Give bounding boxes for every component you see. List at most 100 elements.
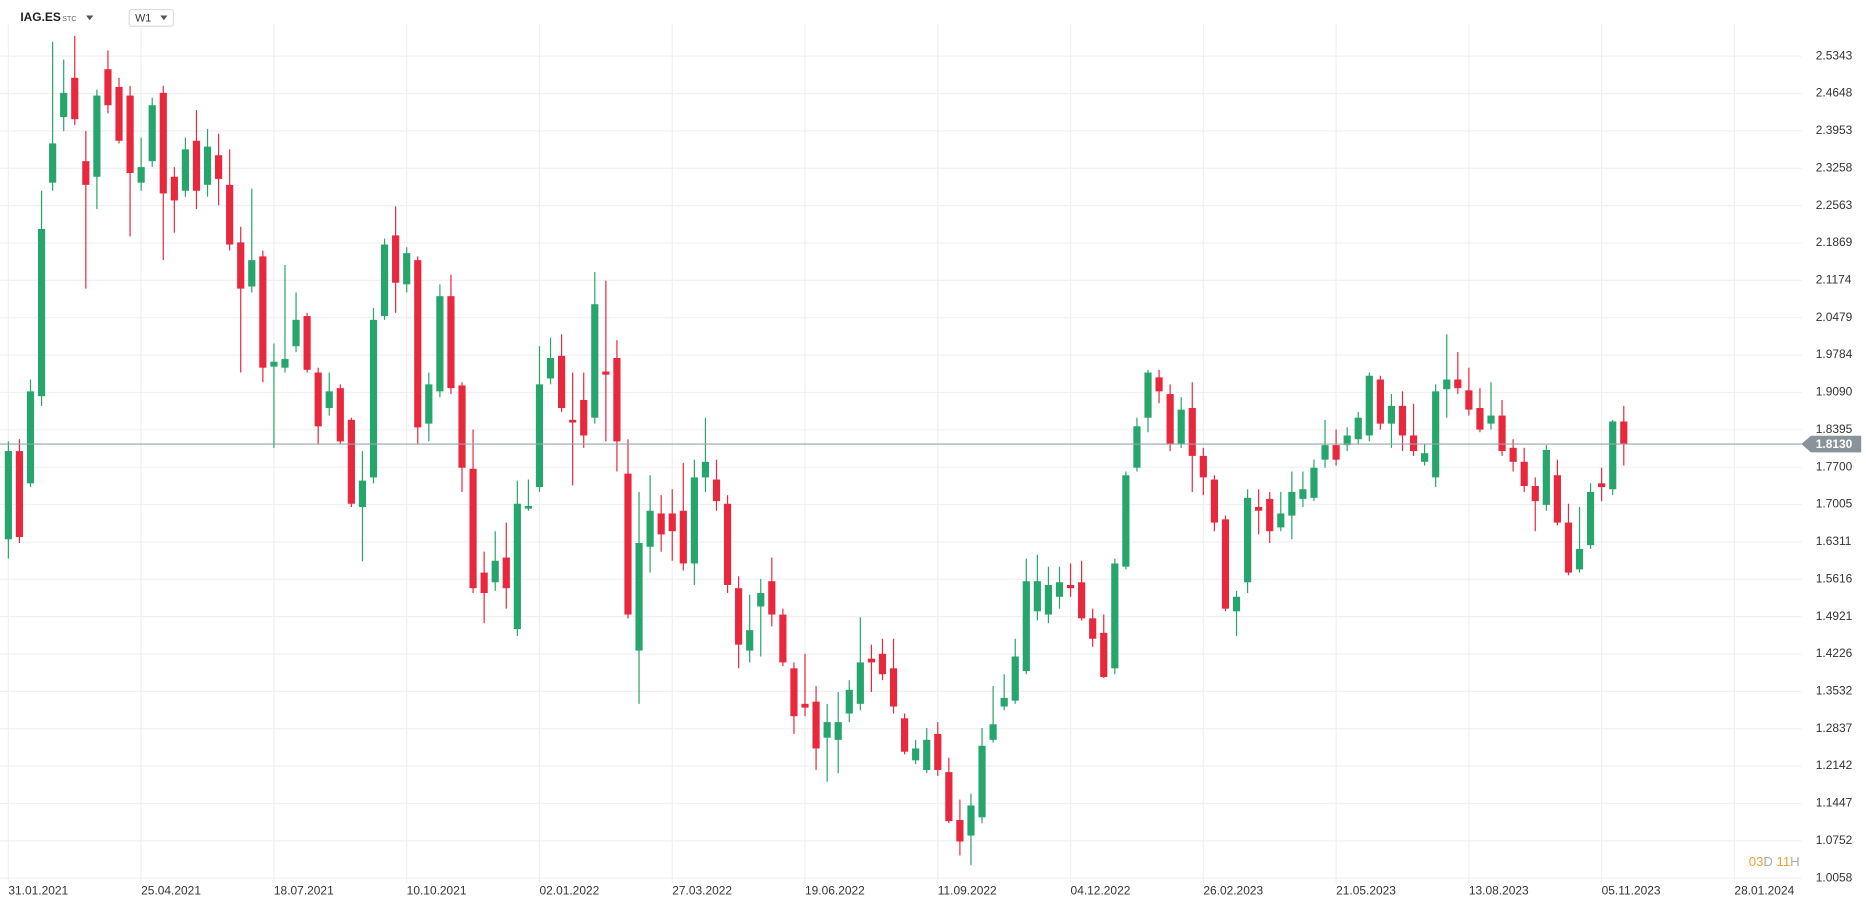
candle-body	[181, 149, 189, 191]
x-tick-label: 31.01.2021	[8, 884, 68, 898]
candle-body	[1244, 497, 1252, 583]
candle-body	[546, 358, 555, 379]
candle-body	[292, 319, 300, 347]
candle-body	[1089, 618, 1097, 639]
candle-body	[436, 296, 444, 392]
candle-body	[159, 92, 167, 194]
y-tick-label: 1.3532	[1816, 684, 1853, 698]
candle-body	[1188, 408, 1196, 456]
candle-body	[657, 513, 665, 535]
y-tick-label: 1.6311	[1816, 534, 1852, 548]
candle-body	[1343, 435, 1351, 446]
candle-body	[580, 399, 588, 436]
candle-body	[945, 772, 953, 822]
candle-body	[535, 384, 544, 488]
x-tick-label: 11.09.2022	[938, 884, 997, 898]
candle-body	[336, 388, 344, 442]
candle-body	[380, 244, 389, 317]
candle-body	[1155, 377, 1163, 392]
candle-body	[591, 304, 599, 418]
candle-body	[369, 319, 378, 478]
x-tick-label: 28.01.2024	[1734, 884, 1794, 898]
candle-body	[1310, 467, 1318, 498]
x-tick-label: 13.08.2023	[1469, 884, 1529, 898]
candle-body	[701, 461, 710, 478]
candle-body	[989, 724, 997, 740]
y-tick-label: 1.2142	[1816, 758, 1853, 772]
candle-body	[1586, 491, 1595, 546]
candle-body	[480, 572, 488, 594]
interval-selector[interactable]	[128, 8, 175, 27]
candle-body	[613, 358, 621, 442]
candle-body	[1199, 455, 1207, 478]
y-tick-label: 2.4648	[1816, 86, 1853, 100]
candle-body	[1299, 489, 1307, 499]
candle-body	[192, 140, 201, 191]
y-tick-label: 1.4921	[1816, 609, 1853, 623]
candle-body	[1476, 408, 1484, 430]
candle-body	[635, 543, 643, 651]
candle-body	[148, 105, 156, 162]
candle-body	[1421, 453, 1429, 462]
candle-body	[259, 256, 267, 368]
candle-body	[1365, 375, 1373, 436]
candle-body	[934, 733, 942, 770]
candle-body	[1255, 506, 1263, 511]
candle-body	[1564, 522, 1573, 573]
candle-body	[679, 510, 687, 564]
candle-body	[237, 242, 245, 289]
candle-body	[1111, 563, 1119, 669]
candle-body	[923, 739, 931, 770]
candle-body	[768, 581, 776, 615]
candle-body	[558, 355, 566, 409]
candle-body	[845, 689, 853, 714]
candle-body	[392, 235, 400, 283]
candle-body	[889, 668, 898, 707]
candle-body	[569, 419, 577, 423]
candle-body	[1288, 491, 1296, 516]
candle-body	[170, 176, 178, 201]
candle-body	[314, 372, 322, 427]
candle-body	[502, 557, 510, 589]
candles	[4, 35, 1628, 866]
symbol-dropdown[interactable]	[86, 15, 94, 21]
candle-body	[1033, 581, 1041, 612]
candle-body	[458, 385, 466, 468]
x-tick-label: 10.10.2021	[407, 884, 467, 898]
candle-body	[723, 503, 732, 585]
candle-body	[26, 391, 35, 484]
candle-body	[82, 161, 90, 185]
candle-body	[956, 819, 964, 842]
candle-body	[1387, 405, 1396, 424]
current-price-label: 1.8130	[1816, 437, 1853, 451]
y-tick-label: 1.2837	[1816, 721, 1853, 735]
candle-body	[270, 361, 278, 367]
y-tick-label: 2.3953	[1816, 123, 1853, 137]
candle-body	[1122, 475, 1130, 567]
candle-body	[1609, 421, 1617, 490]
candle-body	[425, 384, 433, 424]
candle-body	[757, 593, 765, 607]
candle-body	[1044, 584, 1053, 615]
candle-body	[1078, 582, 1086, 619]
candle-body	[60, 92, 68, 118]
candle-body	[1531, 486, 1539, 502]
y-tick-label: 2.2563	[1816, 198, 1853, 212]
candle-body	[325, 391, 333, 409]
candle-body	[646, 510, 654, 547]
candle-body	[1509, 447, 1517, 462]
candle-body	[1553, 475, 1561, 523]
candle-body	[967, 805, 975, 836]
candle-body	[867, 658, 875, 663]
candle-body	[1221, 519, 1230, 609]
x-tick-label: 26.02.2023	[1203, 884, 1263, 898]
candle-body	[978, 745, 986, 818]
candle-body	[1266, 498, 1274, 532]
candle-body	[126, 95, 134, 174]
candle-body	[1332, 445, 1340, 460]
candle-body	[1210, 479, 1218, 523]
candle-body	[215, 155, 223, 179]
countdown-day-unit: D	[1763, 854, 1772, 869]
candle-body	[712, 479, 721, 502]
